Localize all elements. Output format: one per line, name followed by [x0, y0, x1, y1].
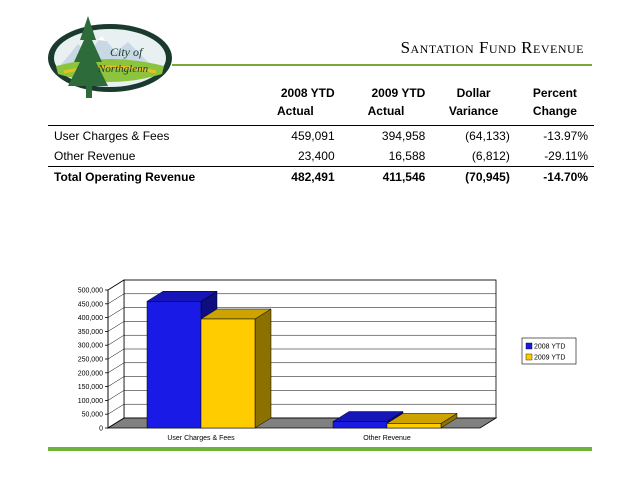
col-subheader-2008: Actual [276, 104, 314, 118]
y-tick-label: 250,000 [78, 357, 103, 364]
footer-divider [48, 447, 592, 451]
y-tick-label: 450,000 [78, 301, 103, 308]
gridline [107, 390, 496, 401]
gridline [107, 293, 496, 305]
row-label: User Charges & Fees [48, 125, 250, 146]
y-tick-label: 350,000 [78, 329, 103, 336]
revenue-table: 2008 YTD 2009 YTD Dollar Percent Actual … [48, 84, 594, 187]
bar-front [146, 301, 202, 429]
legend-label: 2008 YTD [534, 344, 565, 351]
total-2009: 411,546 [340, 166, 432, 187]
cell-variance: (6,812) [471, 149, 510, 163]
col-header-variance: Dollar [456, 86, 491, 100]
gridline [107, 362, 496, 374]
bar-front [332, 421, 388, 429]
y-tick-label: 0 [99, 426, 103, 433]
x-tick-label: Other Revenue [363, 435, 411, 442]
gridline [107, 334, 496, 346]
gridline [107, 321, 496, 332]
legend-swatch [525, 342, 533, 350]
col-header-2008: 2008 YTD [280, 86, 335, 100]
y-tick-label: 400,000 [78, 315, 103, 322]
y-tick-label: 500,000 [78, 288, 103, 295]
logo-text-2: Northglenn [97, 63, 149, 75]
gridline [107, 403, 496, 415]
legend-swatch [525, 353, 533, 361]
legend-label: 2009 YTD [534, 355, 565, 362]
table-row: Other Revenue 23,400 16,588 (6,812) -29.… [48, 146, 594, 167]
total-2008: 482,491 [250, 166, 341, 187]
row-label: Other Revenue [54, 149, 136, 163]
total-row: Total Operating Revenue 482,491 411,546 … [48, 166, 594, 187]
city-logo: City of Northglenn [44, 14, 176, 110]
col-header-2009: 2009 YTD [371, 86, 426, 100]
cell-change: -13.97% [515, 125, 594, 146]
page-title: Santation Fund Revenue [400, 38, 584, 57]
total-label: Total Operating Revenue [48, 166, 250, 187]
y-tick-label: 200,000 [78, 370, 103, 377]
bar-2009-ytd [200, 308, 272, 429]
bar-2009-ytd [386, 412, 458, 429]
cell-2009: 16,588 [388, 149, 426, 163]
total-change: -14.70% [515, 166, 594, 187]
cell-change: -29.11% [544, 149, 588, 163]
gridline [107, 348, 496, 360]
x-tick-label: User Charges & Fees [167, 435, 235, 442]
col-header-change: Percent [532, 86, 577, 100]
col-header-label [48, 84, 250, 102]
revenue-bar-chart: 0 50,000 100,000 150,000 200,000 250,000 300,0… [78, 279, 577, 442]
bar-front [386, 423, 442, 429]
y-tick-label: 50,000 [82, 412, 104, 419]
cell-2008: 459,091 [250, 125, 341, 146]
gridline [107, 376, 496, 387]
bar-front [200, 318, 256, 429]
y-tick-label: 300,000 [78, 343, 103, 350]
cell-2008: 23,400 [297, 149, 335, 163]
col-subheader-change: Change [532, 104, 577, 118]
bar-side [254, 308, 272, 429]
cell-2009: 394,958 [340, 125, 432, 146]
total-variance: (70,945) [431, 166, 516, 187]
y-tick-label: 100,000 [78, 398, 103, 405]
table-row: User Charges & Fees 459,091 394,958 (64,… [48, 125, 594, 146]
y-tick-label: 150,000 [78, 384, 103, 391]
col-subheader-2009: Actual [367, 104, 405, 118]
cell-variance: (64,133) [431, 125, 516, 146]
gridline [107, 307, 496, 318]
gridline [107, 279, 496, 291]
logo-text-1: City of [110, 45, 144, 59]
title-divider [172, 64, 592, 66]
col-subheader-variance: Variance [448, 104, 499, 118]
